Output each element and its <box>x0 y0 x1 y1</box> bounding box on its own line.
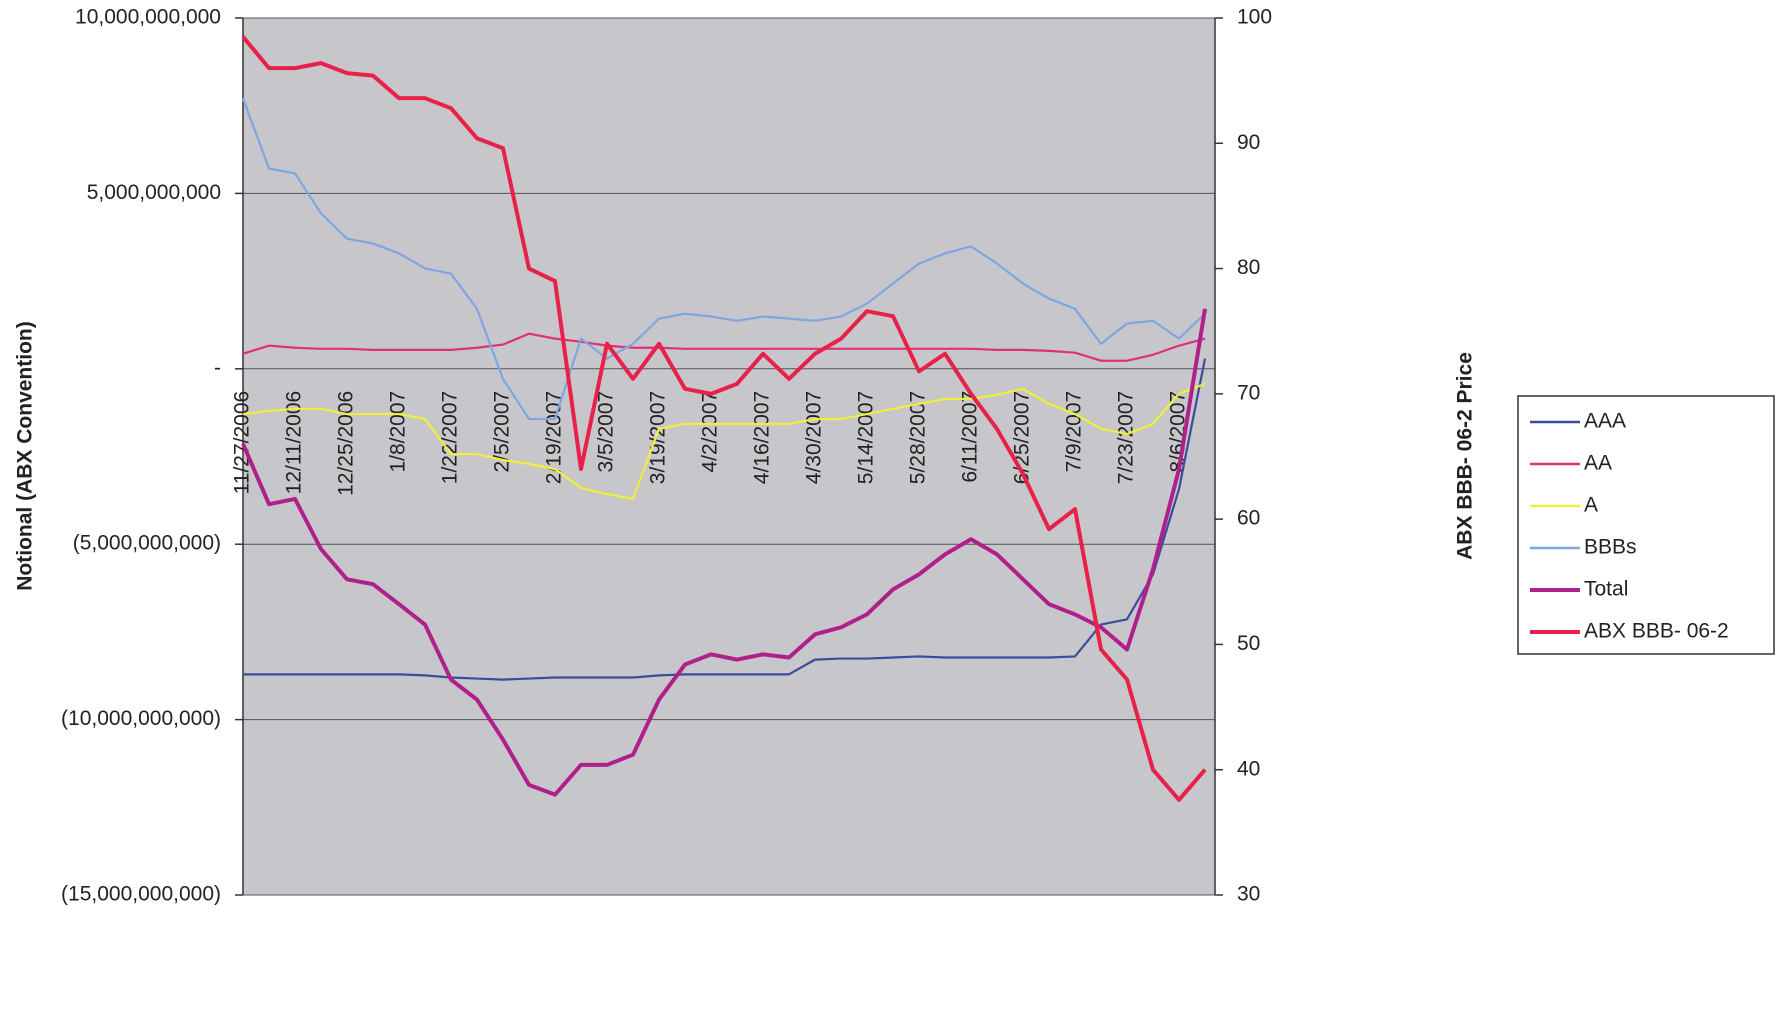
series-line <box>242 382 1206 501</box>
legend-label: ABX BBB- 06-2 <box>1584 620 1729 643</box>
x-tick-label: 4/16/2007 <box>751 391 774 484</box>
series-line <box>243 358 1207 681</box>
y2-tick-label: 80 <box>1237 256 1260 279</box>
series-line <box>241 308 1207 797</box>
y-tick-label: (5,000,000,000) <box>73 532 221 555</box>
y2-tick-label: 90 <box>1237 131 1260 154</box>
series-line <box>241 35 1207 802</box>
x-tick-label: 4/2/2007 <box>699 391 722 473</box>
x-tick-label: 1/8/2007 <box>387 391 410 473</box>
y-tick-label: 5,000,000,000 <box>87 181 221 204</box>
y-tick-label: (15,000,000,000) <box>61 883 221 906</box>
x-tick-label: 7/9/2007 <box>1063 391 1086 473</box>
legend-label: AA <box>1584 452 1612 475</box>
legend-label: Total <box>1584 578 1628 601</box>
y-tick-label: 10,000,000,000 <box>75 6 221 29</box>
x-tick-label: 3/5/2007 <box>595 391 618 473</box>
x-tick-label: 5/14/2007 <box>855 391 878 484</box>
y2-tick-label: 70 <box>1237 381 1260 404</box>
x-tick-label: 12/11/2006 <box>283 391 306 495</box>
x-tick-label: 5/28/2007 <box>907 391 930 484</box>
x-tick-label: 3/19/2007 <box>647 391 670 484</box>
x-tick-label: 2/5/2007 <box>491 391 514 473</box>
plot-area <box>243 18 1215 895</box>
legend-box <box>1517 395 1775 655</box>
y2-tick-label: 100 <box>1237 6 1272 29</box>
x-tick-label: 1/22/2007 <box>439 391 462 484</box>
series-line <box>241 97 1206 421</box>
legend-label: BBBs <box>1584 536 1637 559</box>
y2-tick-label: 30 <box>1237 883 1260 906</box>
y2-axis-label: ABX BBB- 06-2 Price <box>1454 352 1477 560</box>
legend-label: AAA <box>1584 410 1626 433</box>
y2-tick-label: 60 <box>1237 507 1260 530</box>
y2-tick-label: 40 <box>1237 757 1260 780</box>
y-tick-label: (10,000,000,000) <box>61 707 221 730</box>
y-tick-label: - <box>214 356 221 379</box>
x-tick-label: 8/6/2007 <box>1167 391 1190 473</box>
legend-label: A <box>1584 494 1598 517</box>
x-tick-label: 7/23/2007 <box>1115 391 1138 484</box>
x-tick-label: 2/19/2007 <box>543 391 566 484</box>
x-tick-label: 11/27/2006 <box>231 391 254 495</box>
y-axis-label: Notional (ABX Convention) <box>14 321 37 590</box>
x-tick-label: 12/25/2006 <box>335 391 358 496</box>
y2-tick-label: 50 <box>1237 632 1260 655</box>
x-tick-label: 6/11/2007 <box>959 391 982 483</box>
x-tick-label: 4/30/2007 <box>803 391 826 484</box>
series-line <box>242 332 1206 362</box>
